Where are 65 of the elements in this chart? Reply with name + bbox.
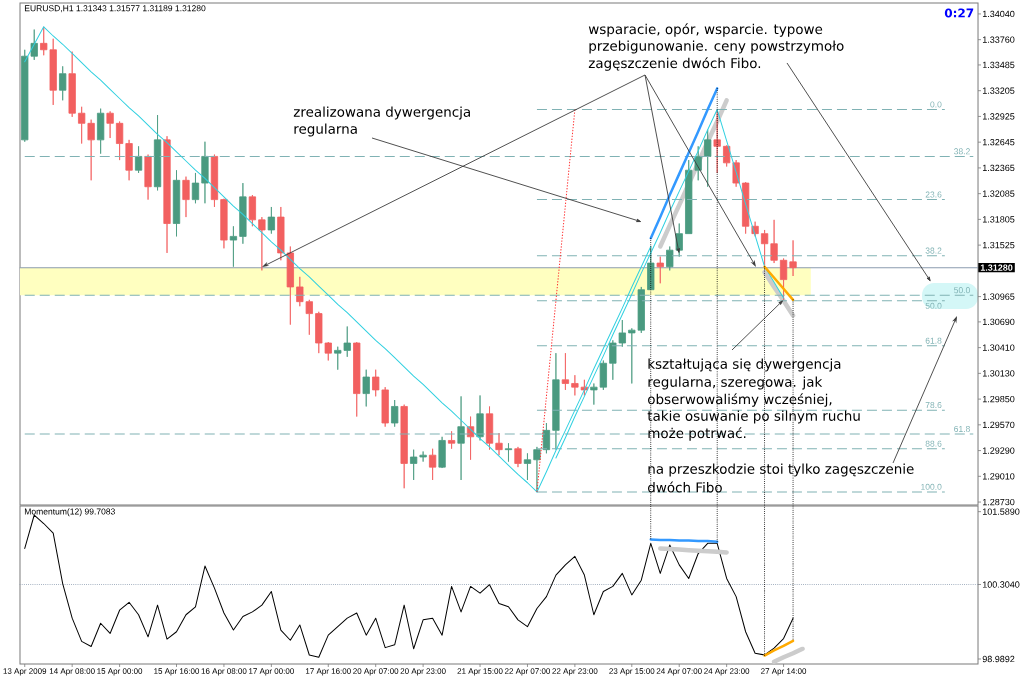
y-tick-label: 1.33760 <box>982 36 1015 43</box>
y-tick-label: 1.30965 <box>982 293 1015 300</box>
y-tick-label: 98.9892 <box>982 655 1015 663</box>
x-tick-label: 22 Apr 07:00 <box>504 668 551 676</box>
annotation: kształtująca się dywergencja <box>648 358 841 372</box>
series-label: 38.2 <box>925 247 942 254</box>
annotation: obserwowaliśmy wcześniej, <box>648 393 832 407</box>
x-tick-label: 20 Apr 07:00 <box>353 668 399 676</box>
x-tick-label: 14 Apr 08:00 <box>49 668 95 676</box>
x-tick-label: 16 Apr 08:00 <box>201 668 247 676</box>
y-tick-label: 1.32365 <box>982 164 1015 172</box>
series-label: 88.6 <box>925 440 942 447</box>
x-tick-label: 21 Apr 15:00 <box>457 668 503 676</box>
x-tick-label: 23 Apr 15:00 <box>609 668 655 676</box>
y-tick-label: 1.30690 <box>982 318 1015 326</box>
series-label: 61.8 <box>925 337 942 344</box>
annotation: zrealizowana dywergencja <box>293 106 470 120</box>
series-label: 100.0 <box>921 483 942 490</box>
y-tick-label: 1.33205 <box>982 87 1015 94</box>
annotation: takie osuwanie po silnym ruchu <box>647 410 860 424</box>
annotation: zagęszczenie dwóch Fibo. <box>588 57 761 71</box>
ref-line-label: 1.31280 <box>980 264 1013 271</box>
y-tick-label: 1.32645 <box>982 138 1015 146</box>
x-tick-label: 13 Apr 2009 <box>3 668 47 676</box>
y-tick-label: 1.32925 <box>982 113 1015 120</box>
x-tick-label: 15 Apr 00:00 <box>97 668 143 676</box>
chart-title: Momentum(12) 99.7083 <box>24 508 115 517</box>
y-tick-label: 1.34040 <box>982 10 1015 18</box>
annotation: wsparacie, opór, wsparcie. typowe <box>588 23 823 37</box>
annotation: regularna, szeregowa. jak <box>648 376 823 390</box>
y-tick-label: 100.3040 <box>982 581 1020 588</box>
x-tick-label: 17 Apr 00:00 <box>249 668 294 676</box>
y-tick-label: 1.29290 <box>982 447 1015 454</box>
y-tick-label: 1.29850 <box>982 395 1015 403</box>
x-tick-label: 17 Apr 16:00 <box>305 668 351 676</box>
annotation: przebigunowanie. ceny powstrzymoło <box>589 40 844 54</box>
series-label: 38.2 <box>954 148 970 155</box>
annotation: dwóch Fibo <box>648 481 722 493</box>
x-tick-label: 24 Apr 07:00 <box>656 668 702 676</box>
series-label: 61.8 <box>954 425 970 432</box>
y-tick-label: 1.31525 <box>982 241 1015 249</box>
x-tick-label: 24 Apr 23:00 <box>704 668 750 676</box>
x-tick-label: 20 Apr 23:00 <box>400 668 446 676</box>
y-tick-label: 1.29010 <box>982 473 1015 480</box>
x-tick-label: 15 Apr 16:00 <box>154 668 200 676</box>
annotation: na przeszkodzie stoi tylko zagęszczenie <box>648 463 914 477</box>
y-tick-label: 1.29570 <box>982 421 1015 429</box>
y-tick-label: 1.32085 <box>982 190 1015 197</box>
y-tick-label: 1.30130 <box>982 370 1015 377</box>
y-tick-label: 1.30410 <box>982 344 1015 351</box>
series-label: 50.0 <box>954 287 970 294</box>
y-tick-label: 101.5890 <box>982 508 1020 515</box>
series-label: 23.6 <box>925 191 942 198</box>
series-label: 50.0 <box>925 302 942 309</box>
y-tick-label: 1.33485 <box>982 61 1015 69</box>
series-label: 78.6 <box>925 402 942 409</box>
annotation: regularna <box>294 123 357 137</box>
chart-title: EURUSD,H1 1.31343 1.31577 1.31189 1.31280 <box>24 5 206 13</box>
y-tick-label: 1.31805 <box>982 216 1015 223</box>
x-tick-label: 27 Apr 14:00 <box>761 668 807 676</box>
series-label: 0.0 <box>930 101 942 108</box>
x-tick-label: 22 Apr 23:00 <box>552 668 598 676</box>
annotation: może potrwać. <box>648 427 746 441</box>
y-tick-label: 1.28730 <box>982 498 1015 506</box>
annotation: 0:27 <box>944 8 974 18</box>
